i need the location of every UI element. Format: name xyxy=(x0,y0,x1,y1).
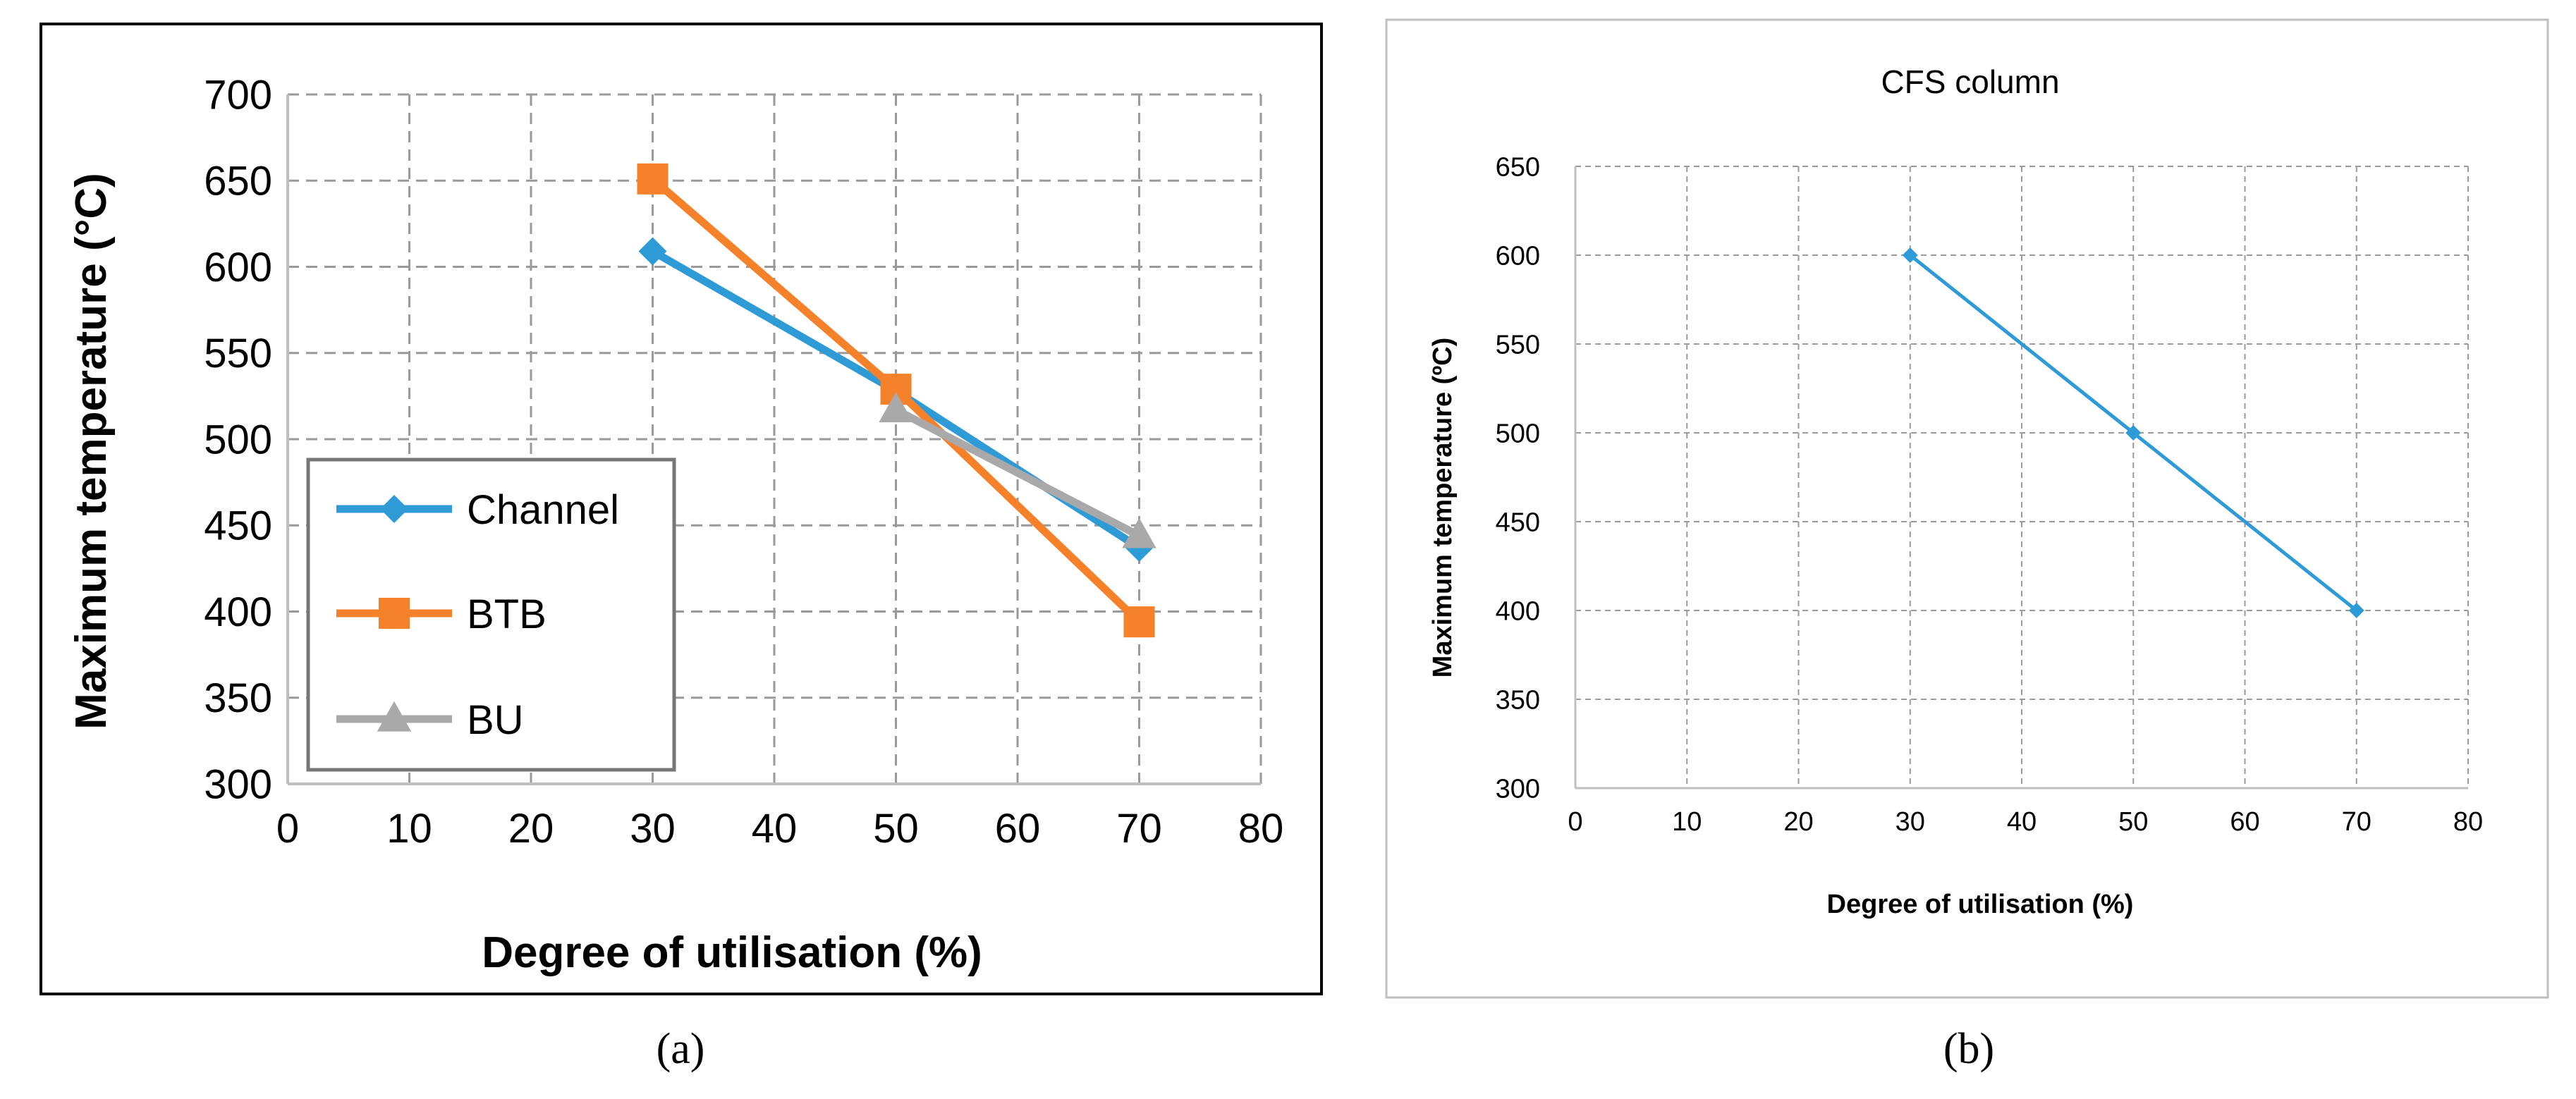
y-tick-label: 300 xyxy=(204,761,272,807)
legend-marker xyxy=(379,598,410,629)
data-point-cfs-column xyxy=(1902,247,1918,263)
panel-b-frame xyxy=(1385,18,2549,999)
data-point-btb xyxy=(1123,606,1155,638)
panel-b-caption: (b) xyxy=(1943,1025,1994,1073)
y-tick-label: 450 xyxy=(1496,508,1540,537)
y-tick-label: 350 xyxy=(204,675,272,721)
legend-label: BTB xyxy=(467,591,547,637)
y-tick-label: 550 xyxy=(204,331,272,376)
y-tick-label: 500 xyxy=(204,417,272,462)
panel-a-caption: (a) xyxy=(657,1025,705,1073)
y-tick-label: 400 xyxy=(204,589,272,635)
legend-label: Channel xyxy=(467,487,619,533)
legend-marker xyxy=(380,495,408,523)
y-tick-label: 650 xyxy=(1496,152,1540,182)
panel-b-chart: CFS column 0 10 20 30 40 50 60 70 80 300 350 400 450… xyxy=(1385,18,2549,999)
y-tick-label: 600 xyxy=(1496,241,1540,271)
panel-a-legend: Channel BTB BU xyxy=(306,458,676,772)
y-tick-label: 650 xyxy=(204,159,272,204)
panel-b-series xyxy=(1902,247,2364,618)
panel-a-x-axis-label: Degree of utilisation (%) xyxy=(482,928,982,977)
x-tick-label: 60 xyxy=(2230,807,2259,837)
legend-marker xyxy=(377,701,412,732)
panel-a-frame xyxy=(39,23,1323,995)
data-point-bu xyxy=(879,392,913,423)
series-line-bu xyxy=(893,406,1142,539)
y-tick-label: 300 xyxy=(1496,774,1540,804)
panel-b-x-axis-label: Degree of utilisation (%) xyxy=(1827,890,2134,919)
x-tick-label: 0 xyxy=(1568,807,1582,837)
x-tick-label: 70 xyxy=(1116,806,1162,852)
legend-item-btb: BTB xyxy=(336,591,547,637)
x-tick-label: 80 xyxy=(2453,807,2483,837)
x-tick-label: 20 xyxy=(508,806,554,852)
panel-b-grid xyxy=(1575,166,2469,788)
panel-a-tick-labels: 0 10 20 30 40 50 60 70 80 300 350 400 450 500 550 600 65… xyxy=(204,72,1283,852)
data-point-bu xyxy=(1122,517,1156,548)
legend-label: BU xyxy=(467,697,524,743)
legend-item-channel: Channel xyxy=(336,487,619,533)
x-tick-label: 10 xyxy=(386,806,432,852)
x-tick-label: 50 xyxy=(2118,807,2148,837)
y-tick-label: 550 xyxy=(1496,330,1540,360)
panel-b-tick-labels: 0 10 20 30 40 50 60 70 80 300 350 400 450 500 550 600 65… xyxy=(1496,152,2484,837)
x-tick-label: 0 xyxy=(276,806,299,852)
panel-b-y-axis-label: Maximum temperature (ºC) xyxy=(1428,338,1458,678)
y-tick-label: 350 xyxy=(1496,685,1540,715)
series-bu xyxy=(879,392,1156,548)
x-tick-label: 70 xyxy=(2342,807,2371,837)
x-tick-label: 40 xyxy=(2007,807,2037,837)
y-tick-label: 400 xyxy=(1496,596,1540,626)
panel-a-axes xyxy=(286,94,1261,785)
x-tick-label: 50 xyxy=(873,806,919,852)
x-tick-label: 80 xyxy=(1238,806,1284,852)
x-tick-label: 30 xyxy=(630,806,676,852)
x-tick-label: 30 xyxy=(1896,807,1925,837)
x-tick-label: 60 xyxy=(995,806,1041,852)
panel-a-series xyxy=(637,163,1156,638)
y-tick-label: 450 xyxy=(204,503,272,549)
x-tick-label: 10 xyxy=(1672,807,1702,837)
panel-b-axes xyxy=(1574,166,2468,790)
x-tick-label: 20 xyxy=(1783,807,1813,837)
y-tick-label: 600 xyxy=(204,245,272,290)
y-tick-label: 700 xyxy=(204,72,272,118)
y-tick-label: 500 xyxy=(1496,419,1540,448)
panel-a-y-axis-label: Maximum temperature (°C) xyxy=(67,173,116,730)
data-point-btb xyxy=(637,163,669,195)
panel-a-chart: 0 10 20 30 40 50 60 70 80 300 350 400 450 500 550 600 65… xyxy=(39,23,1323,995)
data-point-cfs-column xyxy=(2125,425,2142,441)
x-tick-label: 40 xyxy=(752,806,798,852)
series-cfs-column xyxy=(1902,247,2364,618)
data-point-channel xyxy=(638,237,667,266)
data-point-cfs-column xyxy=(2348,603,2364,618)
legend-item-bu: BU xyxy=(336,697,524,743)
panel-b-title: CFS column xyxy=(1881,63,2059,100)
